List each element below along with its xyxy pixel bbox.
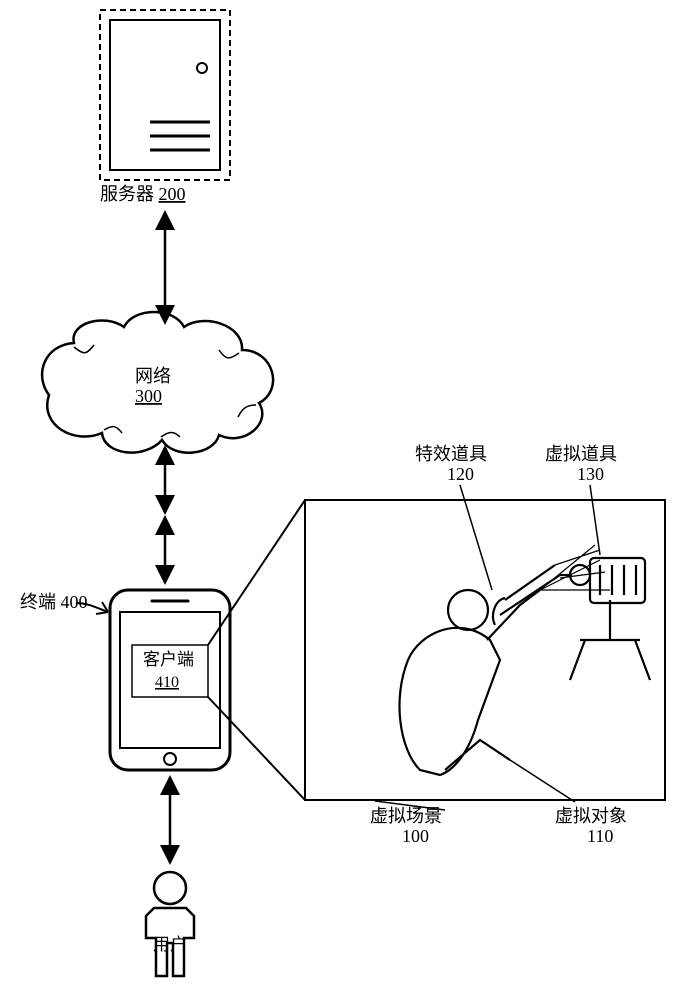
scene-num: 100 xyxy=(402,826,429,846)
virtual-prop-num: 130 xyxy=(577,464,604,484)
virtual-prop-label: 虚拟道具 xyxy=(545,444,617,464)
virtual-object-num: 110 xyxy=(587,826,613,846)
user-label: 用户 xyxy=(153,935,187,954)
network-label: 网络 xyxy=(135,366,171,386)
server-label: 服务器 200 xyxy=(100,184,186,204)
terminal-label: 终端 400 xyxy=(20,592,88,612)
client-num: 410 xyxy=(155,674,179,691)
effect-prop-num: 120 xyxy=(447,464,474,484)
server-group: 服务器 200 xyxy=(100,10,230,204)
server-box xyxy=(110,20,220,170)
effect-prop-label: 特效道具 xyxy=(415,444,487,464)
scene-group: 虚拟场景 100 虚拟对象 110 特效道具 120 虚拟道具 130 xyxy=(208,444,665,846)
user-group: 用户 xyxy=(146,872,194,976)
scene-box xyxy=(305,500,665,800)
user-head xyxy=(154,872,186,904)
virtual-object-label: 虚拟对象 xyxy=(555,806,627,826)
client-label: 客户端 xyxy=(143,650,194,669)
network-group: 网络 300 xyxy=(42,312,273,453)
terminal-group: 客户端 410 终端 400 xyxy=(20,590,230,770)
network-num: 300 xyxy=(135,386,162,406)
scene-label: 虚拟场景 xyxy=(370,806,442,826)
